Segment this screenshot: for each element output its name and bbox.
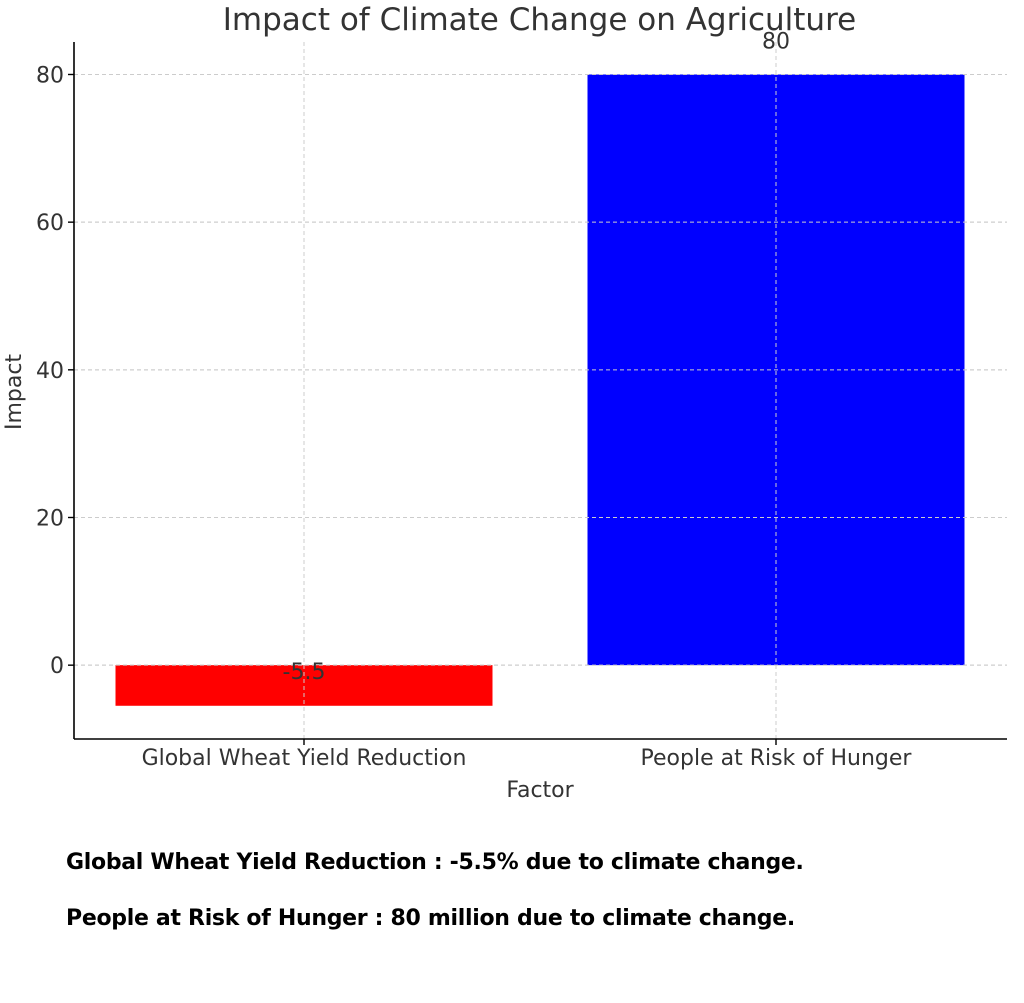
y-axis-label: Impact [2, 354, 27, 430]
chart-title: Impact of Climate Change on Agriculture [223, 2, 856, 38]
y-tick-label-60: 60 [36, 211, 64, 236]
data-labels: -5.5 80 [283, 29, 790, 685]
y-tick-label-0: 0 [50, 654, 64, 679]
bar-0 [115, 665, 493, 706]
y-tick-label-20: 20 [36, 506, 64, 531]
data-label-1: 80 [762, 29, 790, 54]
x-tick-label-1: People at Risk of Hunger [641, 746, 913, 771]
x-axis-label: Factor [506, 778, 574, 803]
notes-section: Global Wheat Yield Reduction : -5.5% due… [66, 846, 1006, 958]
bar-chart: 0 20 40 60 80 Global Wheat Yield Reduction Pe… [2, 2, 1007, 803]
axes [73, 42, 1007, 740]
y-ticks: 0 20 40 60 80 [36, 63, 74, 679]
x-tick-label-0: Global Wheat Yield Reduction [142, 746, 467, 771]
y-tick-label-80: 80 [36, 63, 64, 88]
x-ticks: Global Wheat Yield Reduction People at Ri… [142, 739, 913, 771]
data-label-0: -5.5 [283, 660, 326, 685]
note-wheat-yield: Global Wheat Yield Reduction : -5.5% due… [66, 850, 804, 875]
note-hunger-risk: People at Risk of Hunger : 80 million du… [66, 906, 795, 931]
y-tick-label-40: 40 [36, 359, 64, 384]
bars [74, 42, 1007, 739]
